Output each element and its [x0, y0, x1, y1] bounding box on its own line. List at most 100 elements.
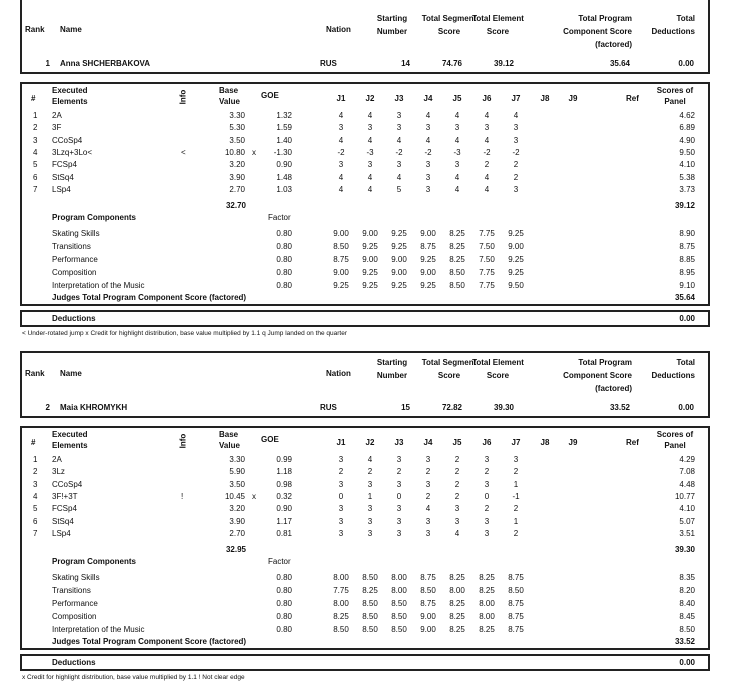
col-num: #: [31, 438, 36, 447]
component-panel-score: 8.75: [679, 241, 695, 251]
judge-goe: 3: [425, 172, 431, 182]
judge-goe: 3: [396, 504, 402, 514]
col-elements: Executed Elements: [52, 86, 88, 106]
judge-component-score: 9.25: [420, 280, 436, 290]
judge-goe: 4: [513, 111, 519, 120]
judge-goe: -2: [395, 147, 403, 157]
judge-goe: 4: [396, 172, 402, 182]
tes-value: 39.30: [493, 403, 514, 412]
element-base-value: 2.70: [229, 184, 245, 194]
element-panel-score: 7.08: [679, 467, 695, 477]
element-number: 4: [33, 491, 38, 501]
header-nation: Nation: [326, 25, 351, 34]
header-tpcs: Total Program Component Score (factored): [563, 358, 632, 393]
pcs-total: 35.64: [674, 293, 695, 302]
element-name: CCoSp4: [52, 135, 83, 145]
element-bonus-mark: x: [252, 147, 256, 157]
judge-component-score: 8.00: [479, 611, 495, 621]
col-scores-of-panel: Scores of Panel: [656, 86, 694, 106]
judge-goe: 4: [454, 528, 460, 538]
deductions-label: Deductions: [52, 314, 96, 323]
element-name: 3F: [52, 123, 62, 133]
component-factor: 0.80: [276, 280, 292, 290]
judge-component-score: 9.25: [333, 280, 349, 290]
element-info: !: [181, 491, 184, 501]
element-panel-score: 3.51: [679, 528, 695, 538]
element-number: 7: [33, 184, 38, 194]
judge-goe: 3: [396, 111, 402, 120]
judge-goe: 4: [338, 111, 344, 120]
element-panel-score: 4.29: [679, 455, 695, 464]
judge-component-score: 8.75: [508, 611, 524, 621]
element-panel-score: 5.38: [679, 172, 695, 182]
judge-goe: 3: [484, 479, 490, 489]
col-judge: J2: [365, 438, 375, 447]
element-base-value: 10.80: [224, 147, 245, 157]
judge-goe: 3: [425, 516, 431, 526]
element-goe: -1.30: [273, 147, 292, 157]
deductions-total: 0.00: [679, 314, 695, 323]
element-goe: 1.03: [276, 184, 292, 194]
component-name: Interpretation of the Music: [52, 624, 145, 634]
judge-goe: 4: [367, 135, 373, 145]
component-name: Composition: [52, 267, 97, 277]
judge-component-score: 8.25: [449, 624, 465, 634]
col-scores-of-panel: Scores of Panel: [656, 430, 694, 450]
judge-goe: 3: [484, 516, 490, 526]
deductions-total: 0.00: [679, 658, 695, 667]
col-info: Info: [178, 89, 188, 105]
judge-component-score: 9.00: [420, 611, 436, 621]
element-number: 6: [33, 172, 38, 182]
component-factor: 0.80: [276, 624, 292, 634]
judge-component-score: 7.50: [479, 241, 495, 251]
judge-component-score: 8.50: [362, 598, 378, 608]
col-judge: J4: [423, 94, 433, 103]
component-name: Transitions: [52, 241, 91, 251]
judge-component-score: 9.25: [362, 280, 378, 290]
judge-goe: 3: [484, 455, 490, 464]
judge-goe: 4: [484, 172, 490, 182]
rank-value: 1: [45, 59, 50, 68]
element-name: FCSp4: [52, 160, 77, 170]
judge-component-score: 7.75: [479, 228, 495, 238]
deductions-box: [20, 654, 710, 671]
judge-goe: 4: [425, 504, 431, 514]
element-panel-score: 6.89: [679, 123, 695, 133]
element-base-value: 5.30: [229, 123, 245, 133]
judge-goe: -2: [512, 147, 520, 157]
element-number: 3: [33, 479, 38, 489]
col-judge: J3: [394, 438, 404, 447]
judge-goe: 3: [396, 528, 402, 538]
judge-goe: 4: [454, 172, 460, 182]
legend-note: < Under-rotated jump x Credit for highli…: [22, 330, 348, 337]
nation-value: RUS: [320, 59, 337, 68]
element-base-value: 10.45: [224, 491, 245, 501]
header-name: Name: [60, 25, 82, 34]
judge-goe: 1: [513, 479, 519, 489]
judge-goe: 4: [454, 135, 460, 145]
judge-component-score: 9.00: [420, 228, 436, 238]
judge-goe: 2: [396, 467, 402, 477]
judge-component-score: 8.50: [362, 624, 378, 634]
judge-component-score: 9.00: [391, 254, 407, 264]
col-info: Info: [178, 433, 188, 449]
factor-label: Factor: [268, 213, 291, 222]
header-rank: Rank: [25, 369, 45, 378]
judge-component-score: 8.25: [362, 585, 378, 595]
judge-component-score: 8.75: [420, 572, 436, 582]
element-panel-score: 4.48: [679, 479, 695, 489]
judge-goe: 1: [367, 491, 373, 501]
judge-goe: 3: [513, 184, 519, 194]
elements-total: 39.12: [674, 201, 695, 210]
judge-goe: 2: [513, 528, 519, 538]
judge-component-score: 8.25: [449, 228, 465, 238]
judge-goe: -3: [366, 147, 374, 157]
judge-goe: 3: [338, 160, 344, 170]
judge-component-score: 8.25: [479, 572, 495, 582]
element-base-value: 2.70: [229, 528, 245, 538]
judge-goe: 4: [396, 135, 402, 145]
element-panel-score: 9.50: [679, 147, 695, 157]
elements-box: [20, 82, 710, 306]
tss-value: 72.82: [441, 403, 462, 412]
judge-component-score: 9.25: [508, 228, 524, 238]
